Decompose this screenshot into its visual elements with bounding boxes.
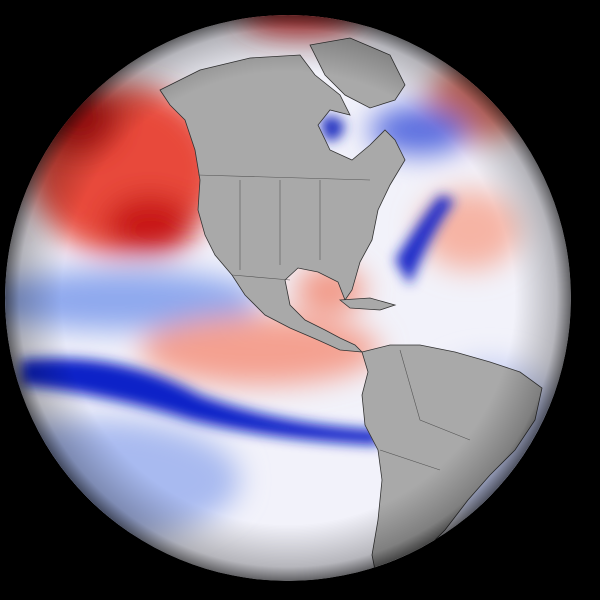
globe [5,15,571,581]
globe-limb-shade [5,15,571,581]
